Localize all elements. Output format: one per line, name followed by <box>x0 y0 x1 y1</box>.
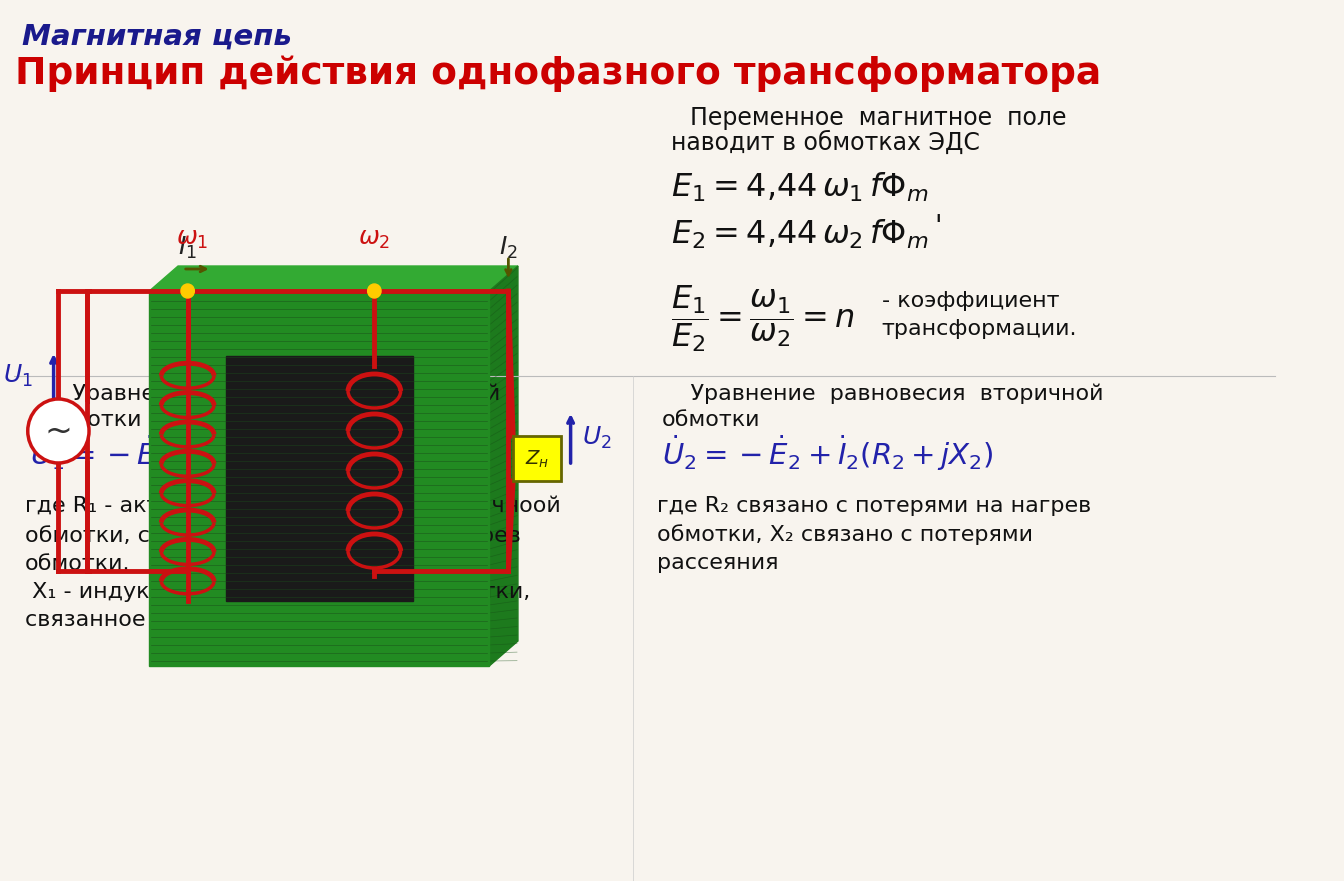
Polygon shape <box>226 356 413 601</box>
Text: где R₂ связано с потерями на нагрев
обмотки, X₂ связано с потерями
рассеяния: где R₂ связано с потерями на нагрев обмо… <box>657 496 1091 574</box>
Text: ~: ~ <box>44 414 73 448</box>
Text: $U_1$: $U_1$ <box>3 363 34 389</box>
Text: $U_2$: $U_2$ <box>582 425 612 451</box>
Circle shape <box>368 284 382 298</box>
Text: где R₁ - активное сопротивление первичноой
обмотки, связанное с потерями на нагр: где R₁ - активное сопротивление первично… <box>26 496 560 574</box>
Circle shape <box>181 284 195 298</box>
Text: X₁ - индуктивное сопротивление обмотки,
связанное с потоком рассеяния.: X₁ - индуктивное сопротивление обмотки, … <box>26 581 530 630</box>
Text: $E_1 = 4{,}44\,\omega_1\, f\Phi_m$: $E_1 = 4{,}44\,\omega_1\, f\Phi_m$ <box>671 171 929 204</box>
Text: $I_2$: $I_2$ <box>499 235 517 261</box>
Text: Магнитная цепь: Магнитная цепь <box>22 23 292 51</box>
Text: Уравнение  равновесия  вторичной
обмотки: Уравнение равновесия вторичной обмотки <box>661 383 1103 430</box>
Circle shape <box>28 399 89 463</box>
Polygon shape <box>413 331 441 601</box>
Polygon shape <box>226 331 441 356</box>
Text: Принцип действия однофазного трансформатора: Принцип действия однофазного трансформат… <box>15 56 1102 93</box>
Bar <box>513 436 560 481</box>
Polygon shape <box>149 291 489 666</box>
Text: наводит в обмотках ЭДС: наводит в обмотках ЭДС <box>671 131 980 155</box>
Text: $\omega_1$: $\omega_1$ <box>176 227 208 251</box>
Text: $\omega_2$: $\omega_2$ <box>359 227 391 251</box>
Text: Переменное  магнитное  поле: Переменное магнитное поле <box>691 106 1067 130</box>
Polygon shape <box>489 266 517 666</box>
Text: ': ' <box>934 213 942 241</box>
Text: $\dfrac{E_1}{E_2} = \dfrac{\omega_1}{\omega_2} = n$: $\dfrac{E_1}{E_2} = \dfrac{\omega_1}{\om… <box>671 283 855 354</box>
Text: - коэффициент
трансформации.: - коэффициент трансформации. <box>882 291 1078 339</box>
Text: $\dot{U}_1 = -\dot{E}_1 + \dot{I}_1(R_1 + jX_1)$: $\dot{U}_1 = -\dot{E}_1 + \dot{I}_1(R_1 … <box>30 433 362 472</box>
Text: $I_1$: $I_1$ <box>179 235 198 261</box>
Polygon shape <box>149 266 517 291</box>
Text: $\dot{U}_2 = -\dot{E}_2 + \dot{I}_2(R_2 + jX_2)$: $\dot{U}_2 = -\dot{E}_2 + \dot{I}_2(R_2 … <box>661 433 993 472</box>
Text: $E_2 = 4{,}44\,\omega_2\, f\Phi_m$: $E_2 = 4{,}44\,\omega_2\, f\Phi_m$ <box>671 218 929 251</box>
Text: Уравнение  равновевсия  первичной
обмотки: Уравнение равновевсия первичной обмотки <box>44 383 500 430</box>
Text: $Z_н$: $Z_н$ <box>526 448 550 470</box>
